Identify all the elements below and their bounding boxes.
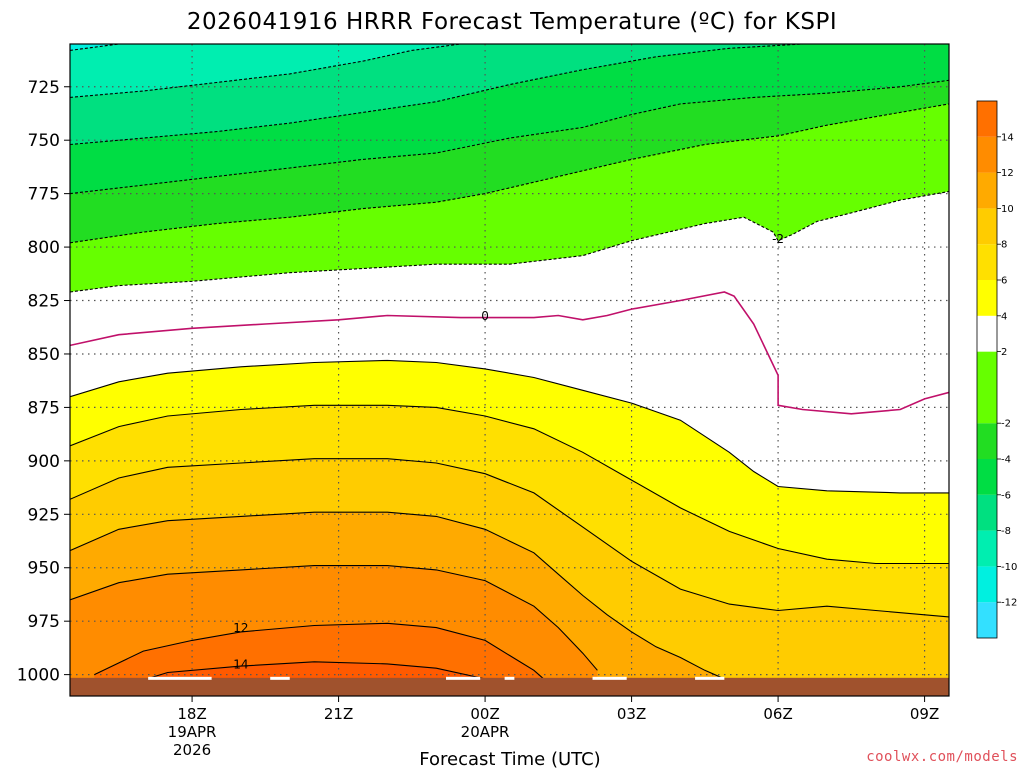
colorbar-label: -2 [1001, 419, 1011, 430]
colorbar-label: -12 [1001, 598, 1017, 609]
colorbar-label: 2 [1001, 347, 1007, 358]
contour-label: 0 [481, 309, 489, 323]
colorbar-label: 8 [1001, 240, 1007, 251]
plot-frame [69, 43, 950, 697]
colorbar-swatch [977, 172, 997, 209]
colorbar-swatch [977, 530, 997, 567]
contour-line [70, 458, 949, 618]
y-tick-label: 950 [28, 559, 60, 579]
x-tick-label: 03Z [617, 705, 646, 723]
contour-line [70, 511, 745, 688]
y-tick-label: 825 [28, 292, 60, 312]
colorbar-swatch [977, 244, 997, 280]
colorbar-swatch [977, 351, 997, 424]
colorbar-frame [976, 100, 998, 639]
contour-label: 14 [233, 657, 248, 671]
y-axis: 725 750 775 800 825 850 875 900 925 950 975 1000 [17, 78, 70, 686]
colorbar-swatch [977, 494, 997, 531]
colorbar-swatch [977, 315, 997, 352]
x-tick-label: 18Z [177, 705, 206, 723]
ground-highlight [446, 676, 481, 680]
colorbar-label: 14 [1001, 132, 1014, 143]
x-tick-date: 20APR [461, 723, 510, 741]
ground-highlight [270, 676, 290, 680]
fill-minus-12 [70, 44, 217, 51]
contour-line [70, 359, 949, 494]
y-tick-label: 775 [28, 185, 60, 205]
y-tick-label: 1000 [17, 666, 60, 686]
colorbar: -12 -10 -8 -6 -4 -2 2 4 6 8 10 12 14 [976, 100, 1017, 639]
chart-title: 2026041916 HRRR Forecast Temperature (ºC… [187, 9, 837, 35]
ground-surface [70, 676, 949, 696]
ground-highlight [592, 676, 627, 680]
y-tick-label: 925 [28, 505, 60, 525]
y-tick-label: 900 [28, 452, 60, 472]
colorbar-swatch [977, 423, 997, 459]
colorbar-swatch [977, 136, 997, 173]
contour-lines [70, 44, 949, 688]
x-tick-label: 00Z [470, 705, 499, 723]
colorbar-label: -6 [1001, 490, 1011, 501]
colorbar-label: 4 [1001, 311, 1007, 322]
colorbar-swatch [977, 459, 997, 495]
ground-fill [70, 677, 949, 696]
ground-highlight [695, 676, 725, 680]
contour-label: 12 [233, 621, 248, 635]
colorbar-label: 10 [1001, 204, 1014, 215]
credit-text: coolwx.com/models [866, 749, 1018, 765]
contour-label: -2 [772, 232, 784, 246]
contour-line [70, 79, 949, 195]
gridlines [70, 44, 949, 696]
fill-minus-10 [70, 44, 461, 98]
y-tick-label: 875 [28, 398, 60, 418]
contour-line [70, 404, 949, 565]
x-tick-year: 2026 [173, 741, 211, 759]
contour-line [70, 44, 217, 51]
colorbar-swatch [977, 208, 997, 245]
temperature-fills [70, 44, 949, 696]
x-tick-label: 09Z [910, 705, 939, 723]
colorbar-label: -8 [1001, 526, 1011, 537]
y-tick-label: 750 [28, 131, 60, 151]
contour-line [70, 190, 949, 293]
contour-line [94, 622, 545, 680]
colorbar-swatch [977, 280, 997, 316]
x-tick-date: 19APR [168, 723, 217, 741]
x-tick-label: 21Z [324, 705, 353, 723]
contour-line [70, 291, 949, 415]
x-tick-label: 06Z [763, 705, 792, 723]
y-tick-label: 725 [28, 78, 60, 98]
contour-line [70, 103, 949, 244]
ground-highlight [504, 676, 515, 680]
y-tick-label: 850 [28, 345, 60, 365]
colorbar-label: 12 [1001, 168, 1014, 179]
ground-highlight [148, 676, 212, 680]
x-axis-label: Forecast Time (UTC) [419, 749, 600, 768]
colorbar-swatch [977, 566, 997, 603]
y-tick-label: 975 [28, 612, 60, 632]
y-tick-label: 800 [28, 238, 60, 258]
contour-labels: -2 0 12 14 [233, 232, 784, 671]
colorbar-swatch [977, 602, 997, 638]
colorbar-swatch [977, 101, 997, 137]
plot-area [70, 44, 949, 696]
colorbar-label: -4 [1001, 455, 1011, 466]
contour-line [70, 44, 803, 146]
contour-line [70, 565, 598, 671]
colorbar-label: -10 [1001, 562, 1017, 573]
contour-line [70, 44, 461, 98]
colorbar-label: 6 [1001, 276, 1007, 287]
